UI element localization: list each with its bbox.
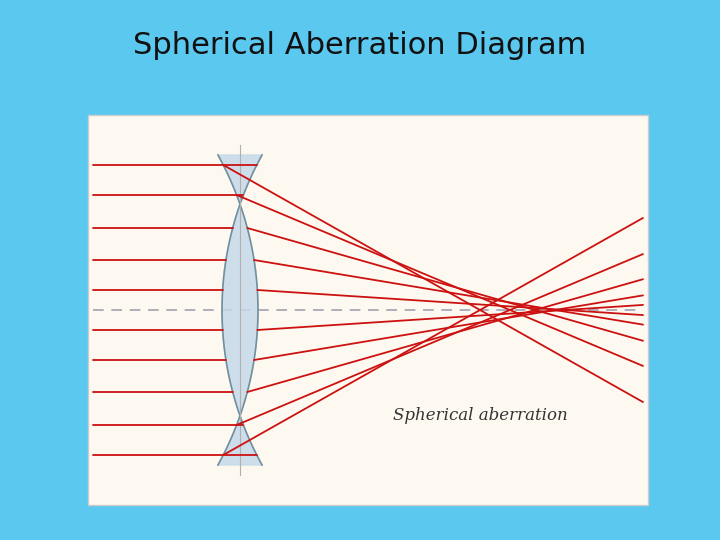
Polygon shape: [218, 155, 262, 465]
Bar: [88, 115, 648, 505]
Text: Spherical Aberration Diagram: Spherical Aberration Diagram: [133, 30, 587, 59]
Text: Spherical aberration: Spherical aberration: [392, 407, 567, 423]
